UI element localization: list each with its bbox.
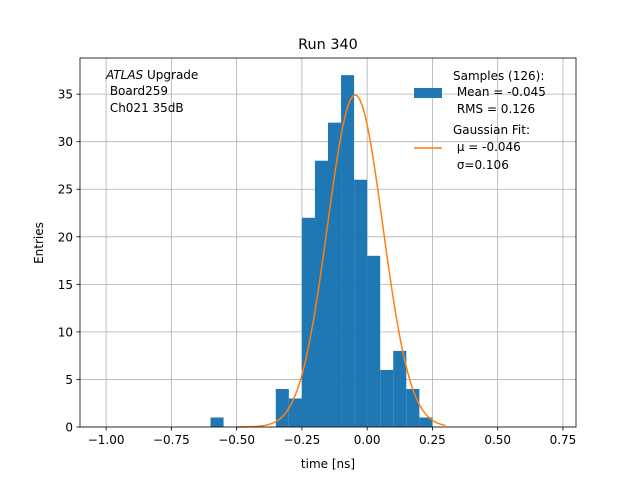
y-tick-label: 10 [58,325,73,339]
legend-samples-title: Samples (126): [453,69,544,83]
annotation-line-2: Board259 [106,84,168,98]
atlas-annotation: ATLAS Upgrade Board259 Ch021 35dB [105,68,198,115]
y-tick-label: 5 [65,373,73,387]
x-axis-label: time [ns] [301,457,355,471]
x-tick-label: −1.00 [88,433,125,447]
legend-samples-swatch [414,88,442,98]
histogram-bar [341,75,355,427]
legend-samples-mean: Mean = -0.045 [453,85,546,99]
annotation-line-3: Ch021 35dB [106,101,184,115]
y-tick-label: 35 [58,88,73,102]
histogram-bar [328,122,342,427]
y-tick-label: 30 [58,135,73,149]
x-tick-label: −0.25 [284,433,321,447]
x-tick-label: −0.50 [218,433,255,447]
legend-fit-title: Gaussian Fit: [453,123,530,137]
x-tick-label: 0.50 [484,433,511,447]
annotation-atlas: ATLAS [105,68,144,82]
histogram-bar [314,160,328,427]
legend-samples-rms: RMS = 0.126 [453,102,535,116]
histogram-bar [380,369,394,427]
axes-frame [79,57,577,428]
histogram-bar [393,350,407,427]
legend-fit-sigma: σ=0.106 [453,158,509,172]
x-tick-label: −0.75 [153,433,190,447]
chart-title: Run 340 [298,37,358,53]
y-tick-label: 0 [65,421,73,435]
histogram-bar [406,388,420,427]
legend-fit-mu: μ = -0.046 [453,140,521,154]
histogram-bar [367,255,381,427]
annotation-line-1: ATLAS Upgrade [105,68,198,82]
gaussian-fit-curve [236,94,446,428]
histogram-bar [301,217,315,427]
histogram-bar [288,398,302,427]
x-tick-label: 0.75 [550,433,577,447]
y-tick-label: 25 [58,183,73,197]
histogram-bar [275,388,289,427]
legend: Samples (126): Mean = -0.045 RMS = 0.126… [414,69,546,172]
histogram-bar [210,417,224,427]
y-tick-label: 20 [58,230,73,244]
y-axis-ticks: 0 5 10 15 20 25 30 35 [58,88,80,435]
histogram-bar [354,179,368,427]
x-tick-label: 0.25 [419,433,446,447]
x-tick-label: 0.00 [354,433,381,447]
histogram-bar [419,417,433,427]
y-tick-label: 15 [58,278,73,292]
y-axis-label: Entries [32,222,46,264]
x-axis-ticks: −1.00 −0.75 −0.50 −0.25 0.00 0.25 0.50 0.75 [88,427,577,447]
annotation-upgrade: Upgrade [143,68,198,82]
